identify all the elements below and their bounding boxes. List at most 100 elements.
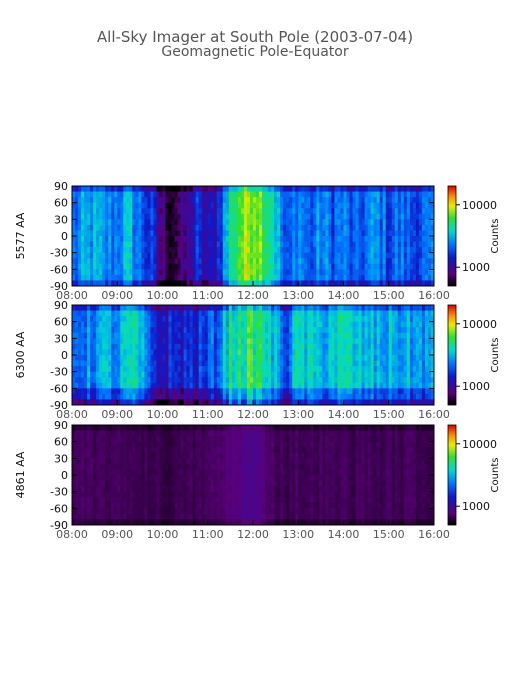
heatmap-cell xyxy=(195,252,200,259)
heatmap-cell xyxy=(168,399,172,406)
heatmap-cell xyxy=(328,280,332,287)
y-tick-label: 30 xyxy=(54,332,68,345)
heatmap-cell xyxy=(430,280,435,287)
heatmap-cell xyxy=(150,425,154,431)
heatmap-cell xyxy=(183,366,188,373)
heatmap-cell xyxy=(325,316,329,323)
heatmap-cell xyxy=(424,269,429,276)
heatmap-cell xyxy=(135,388,139,395)
heatmap-cell xyxy=(373,366,378,373)
heatmap-cell xyxy=(93,393,97,400)
heatmap-cell xyxy=(216,258,221,265)
heatmap-cell xyxy=(126,252,130,259)
heatmap-cell xyxy=(108,519,112,526)
heatmap-cell xyxy=(358,355,362,361)
heatmap-cell xyxy=(259,338,263,345)
heatmap-cell xyxy=(165,491,169,498)
heatmap-cell xyxy=(165,399,169,406)
heatmap-cell xyxy=(310,197,314,204)
heatmap-cell xyxy=(99,513,103,520)
heatmap-cell xyxy=(72,263,76,270)
heatmap-cell xyxy=(129,497,133,504)
heatmap-cell xyxy=(207,241,212,248)
heatmap-cell xyxy=(93,430,97,437)
heatmap-cell xyxy=(150,447,154,454)
heatmap-cell xyxy=(289,349,293,356)
heatmap-cell xyxy=(298,269,302,276)
heatmap-cell xyxy=(126,343,130,350)
heatmap-cell xyxy=(186,366,191,373)
heatmap-cell xyxy=(141,425,145,431)
heatmap-cell xyxy=(409,258,414,265)
heatmap-cell xyxy=(75,399,79,406)
heatmap-cell xyxy=(304,305,308,311)
heatmap-cell xyxy=(147,236,151,242)
heatmap-cell xyxy=(78,241,82,248)
heatmap-cell xyxy=(283,327,287,334)
heatmap-cell xyxy=(72,219,76,226)
heatmap-cell xyxy=(301,269,305,276)
heatmap-cell xyxy=(90,327,94,334)
heatmap-cell xyxy=(78,469,82,476)
heatmap-cell xyxy=(370,219,375,226)
heatmap-cell xyxy=(78,236,82,242)
heatmap-cell xyxy=(147,310,151,317)
heatmap-cell xyxy=(174,321,178,328)
heatmap-cell xyxy=(81,463,85,470)
heatmap-cell xyxy=(90,241,94,248)
heatmap-cell xyxy=(331,393,335,400)
heatmap-cell xyxy=(301,280,305,287)
heatmap-cell xyxy=(159,213,163,220)
heatmap-cell xyxy=(400,263,405,270)
heatmap-cell xyxy=(237,327,242,334)
heatmap-cell xyxy=(114,458,118,465)
heatmap-cell xyxy=(117,452,121,459)
heatmap-cell xyxy=(337,366,341,373)
heatmap-cell xyxy=(126,430,130,437)
heatmap-cell xyxy=(138,230,142,237)
heatmap-cell xyxy=(171,258,175,265)
heatmap-cell xyxy=(277,269,281,276)
heatmap-cell xyxy=(141,513,145,520)
heatmap-cell xyxy=(99,497,103,504)
heatmap-cell xyxy=(328,263,332,270)
heatmap-cell xyxy=(162,252,166,259)
heatmap-cell xyxy=(111,486,115,493)
heatmap-cell xyxy=(358,280,362,287)
heatmap-cell xyxy=(81,425,85,431)
heatmap-cell xyxy=(72,213,76,220)
heatmap-cell xyxy=(228,213,233,220)
heatmap-cell xyxy=(382,252,387,259)
heatmap-cell xyxy=(328,213,332,220)
heatmap-cell xyxy=(120,480,124,487)
heatmap-cell xyxy=(361,224,366,231)
heatmap-cell xyxy=(394,377,399,384)
heatmap-cell xyxy=(328,332,332,339)
heatmap-cell xyxy=(144,377,148,384)
heatmap-cell xyxy=(78,208,82,215)
heatmap-cell xyxy=(111,269,115,276)
heatmap-cell xyxy=(253,343,257,350)
heatmap-cell xyxy=(268,269,272,276)
heatmap-cell xyxy=(394,338,399,345)
heatmap-cell xyxy=(421,343,426,350)
x-tick-label: 08:00 xyxy=(56,289,88,302)
heatmap-cell xyxy=(385,274,390,281)
heatmap-cell xyxy=(430,332,435,339)
heatmap-cell xyxy=(183,208,188,215)
heatmap-cell xyxy=(406,349,411,356)
heatmap-cell xyxy=(316,316,320,323)
heatmap-cell xyxy=(427,213,432,220)
heatmap-cell xyxy=(132,258,136,265)
heatmap-cell xyxy=(373,241,378,248)
heatmap-cell xyxy=(78,343,82,350)
heatmap-cell xyxy=(195,219,200,226)
heatmap-cell xyxy=(430,197,435,204)
heatmap-cell xyxy=(237,371,242,378)
heatmap-cell xyxy=(430,371,435,378)
heatmap-cell xyxy=(379,382,384,389)
heatmap-cell xyxy=(150,327,154,334)
heatmap-cell xyxy=(391,338,396,345)
heatmap-cell xyxy=(213,208,218,215)
heatmap-cell xyxy=(120,371,124,378)
